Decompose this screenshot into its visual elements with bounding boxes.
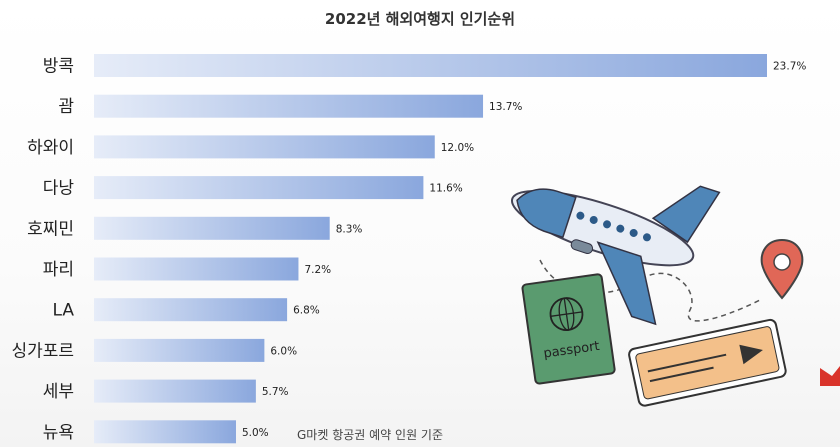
value-label: 13.7% [489,101,522,113]
category-label: 파리 [43,260,74,280]
category-label: LA [53,301,75,321]
bar [94,216,330,240]
category-label: 하와이 [27,138,74,158]
value-label: 11.6% [429,183,462,195]
bar [94,135,435,159]
value-label: 23.7% [773,61,806,73]
passport-icon: passport [521,273,616,385]
bar [94,176,424,200]
value-label: 6.8% [293,305,320,317]
bar [94,298,288,322]
bar [94,94,484,118]
airplane-icon [510,185,721,326]
bar [94,379,256,403]
category-label: 세부 [43,382,74,402]
category-label: 뉴욕 [43,423,74,443]
ticket-icon [628,318,787,407]
value-label: 5.0% [242,427,269,439]
value-label: 12.0% [441,142,474,154]
chart-title: 2022년 해외여행지 인기순위 [324,10,516,28]
bar [94,54,767,77]
value-label: 6.0% [270,345,297,357]
bar [94,338,265,362]
category-label: 방콕 [43,57,74,77]
bar [94,420,236,444]
category-label: 다낭 [43,179,75,199]
category-label: 싱가포르 [11,341,74,361]
value-label: 8.3% [336,223,363,235]
category-label: 괌 [58,97,74,117]
category-label: 호찌민 [27,219,74,239]
corner-decoration [820,366,840,386]
value-label: 7.2% [304,264,331,276]
location-pin-icon [760,238,804,300]
source-note: G마켓 항공권 예약 인원 기준 [297,428,443,442]
value-label: 5.7% [262,386,289,398]
bar [94,257,299,281]
